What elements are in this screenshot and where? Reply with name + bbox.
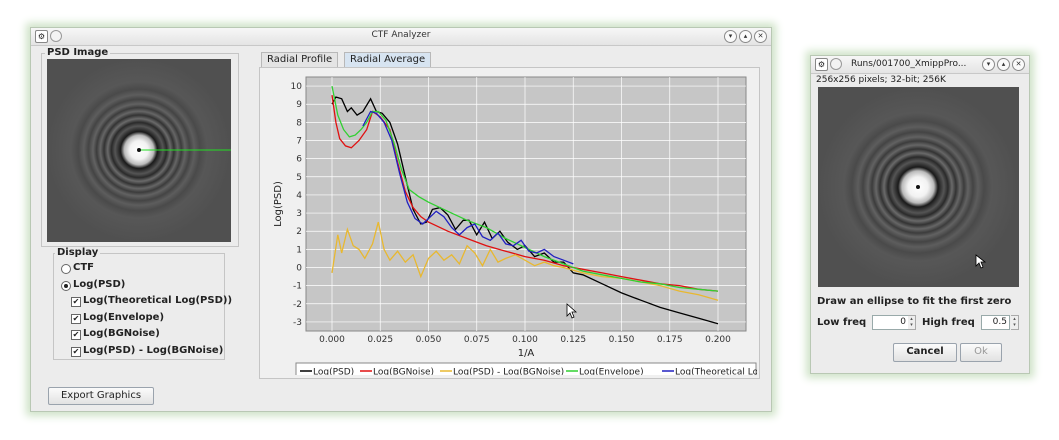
psd-panel-title: PSD Image bbox=[45, 47, 111, 58]
high-freq-spinner[interactable]: ▴ ▾ bbox=[1011, 315, 1019, 330]
app-icon[interactable]: ⚙ bbox=[35, 30, 48, 43]
x-tick-label: 0.050 bbox=[416, 335, 442, 345]
display-option-label[interactable]: Log(BGNoise) bbox=[83, 328, 160, 339]
mouse-cursor-icon bbox=[975, 254, 987, 269]
x-tick-label: 0.125 bbox=[560, 335, 586, 345]
maximize-icon[interactable]: ▴ bbox=[739, 30, 752, 43]
tab-radial-profile[interactable]: Radial Profile bbox=[261, 52, 339, 67]
chart-mouse-cursor-icon bbox=[566, 303, 578, 319]
y-tick-label: 5 bbox=[296, 173, 302, 183]
y-tick-label: 3 bbox=[296, 209, 302, 219]
psd-image-panel bbox=[41, 53, 239, 247]
display-option-label[interactable]: Log(Envelope) bbox=[83, 311, 165, 323]
radio-display-option[interactable] bbox=[61, 264, 71, 274]
high-freq-input[interactable]: 0.5 bbox=[981, 315, 1010, 330]
side-app-icon[interactable]: ⚙ bbox=[815, 58, 828, 71]
main-window-title: CTF Analyzer bbox=[371, 30, 431, 40]
legend-entry: Log(PSD) - Log(BGNoise) bbox=[453, 368, 564, 376]
close-icon[interactable]: ✕ bbox=[754, 30, 767, 43]
high-freq-label: High freq bbox=[922, 317, 975, 328]
y-axis-label: Log(PSD) bbox=[273, 181, 284, 227]
cancel-button[interactable]: Cancel bbox=[893, 343, 957, 362]
psd-image-window: ⚙ Runs/001700_XmippPro... ▾ ▴ ✕ 256x256 … bbox=[810, 55, 1030, 374]
display-option-label[interactable]: Log(Theoretical Log(PSD)) bbox=[83, 295, 233, 306]
x-tick-label: 0.175 bbox=[657, 335, 683, 345]
legend-entry: Log(Theoretical Log(PSD)) bbox=[675, 368, 757, 376]
side-psd-graphic bbox=[818, 87, 1019, 287]
radial-average-chart[interactable]: 0.000 0.025 0.050 0.075 0.100 0.125 0.150 0.175… bbox=[261, 69, 757, 375]
instruction-text: Draw an ellipse to fit the first zero bbox=[817, 296, 1012, 307]
side-window-menu-icon[interactable] bbox=[830, 58, 842, 70]
image-info: 256x256 pixels; 32-bit; 256K bbox=[816, 75, 946, 85]
side-window-title: Runs/001700_XmippPro... bbox=[851, 59, 967, 69]
side-psd-image[interactable] bbox=[818, 87, 1019, 287]
checkbox-display-option[interactable]: ✔ bbox=[71, 313, 81, 324]
side-maximize-icon[interactable]: ▴ bbox=[997, 58, 1010, 71]
low-freq-input[interactable]: 0 bbox=[872, 315, 909, 330]
checkbox-display-option[interactable]: ✔ bbox=[71, 297, 81, 307]
x-tick-label: 0.000 bbox=[319, 335, 345, 345]
x-tick-label: 0.200 bbox=[705, 335, 731, 345]
display-option-label[interactable]: CTF bbox=[73, 262, 94, 273]
display-option-label[interactable]: Log(PSD) bbox=[73, 278, 126, 290]
x-axis-label: 1/A bbox=[518, 348, 535, 359]
legend-entry: Log(Envelope) bbox=[579, 368, 644, 376]
y-tick-label: 2 bbox=[296, 227, 302, 237]
y-tick-label: 4 bbox=[296, 191, 302, 201]
minimize-icon[interactable]: ▾ bbox=[724, 30, 737, 43]
side-minimize-icon[interactable]: ▾ bbox=[982, 58, 995, 71]
y-tick-label: 6 bbox=[296, 155, 302, 165]
checkbox-display-option[interactable]: ✔ bbox=[71, 346, 81, 357]
y-tick-label: 9 bbox=[296, 100, 302, 110]
low-freq-label: Low freq bbox=[817, 317, 867, 328]
psd-image[interactable] bbox=[47, 59, 231, 242]
y-tick-label: 8 bbox=[296, 118, 302, 128]
x-tick-label: 0.075 bbox=[464, 335, 490, 345]
y-tick-label: 1 bbox=[296, 245, 302, 255]
y-tick-label: 10 bbox=[291, 82, 303, 92]
radio-display-option[interactable] bbox=[61, 280, 71, 291]
series-line-2 bbox=[331, 221, 719, 301]
tab-radial-average[interactable]: Radial Average bbox=[344, 52, 432, 67]
series-line-1 bbox=[331, 95, 719, 292]
display-title: Display bbox=[55, 247, 101, 258]
window-menu-icon[interactable] bbox=[50, 30, 62, 42]
main-titlebar: ⚙ CTF Analyzer ▾ ▴ ✕ bbox=[31, 28, 771, 46]
side-close-icon[interactable]: ✕ bbox=[1012, 58, 1025, 71]
y-tick-label: 0 bbox=[296, 264, 302, 274]
series-line-4 bbox=[362, 110, 574, 265]
ok-button[interactable]: Ok bbox=[960, 343, 1002, 362]
series-line-3 bbox=[331, 85, 719, 292]
legend-entry: Log(BGNoise) bbox=[373, 368, 434, 376]
x-tick-label: 0.025 bbox=[367, 335, 393, 345]
y-tick-label: 7 bbox=[296, 137, 302, 147]
checkbox-display-option[interactable]: ✔ bbox=[71, 330, 81, 340]
low-freq-spinner[interactable]: ▴ ▾ bbox=[908, 315, 916, 330]
y-tick-label: -1 bbox=[293, 282, 302, 292]
x-tick-label: 0.100 bbox=[512, 335, 538, 345]
display-option-label[interactable]: Log(PSD) - Log(BGNoise) bbox=[83, 344, 224, 356]
psd-image-graphic bbox=[47, 59, 231, 242]
ctf-analyzer-window: ⚙ CTF Analyzer ▾ ▴ ✕ PSD Image bbox=[30, 27, 772, 412]
x-tick-label: 0.150 bbox=[609, 335, 635, 345]
display-group bbox=[53, 253, 225, 360]
y-tick-label: -3 bbox=[293, 318, 302, 328]
side-titlebar: ⚙ Runs/001700_XmippPro... ▾ ▴ ✕ bbox=[811, 56, 1029, 74]
legend-entry: Log(PSD) bbox=[313, 368, 354, 376]
y-tick-label: -2 bbox=[293, 300, 302, 310]
legend-box bbox=[295, 362, 757, 375]
export-graphics-button[interactable]: Export Graphics bbox=[48, 387, 154, 405]
